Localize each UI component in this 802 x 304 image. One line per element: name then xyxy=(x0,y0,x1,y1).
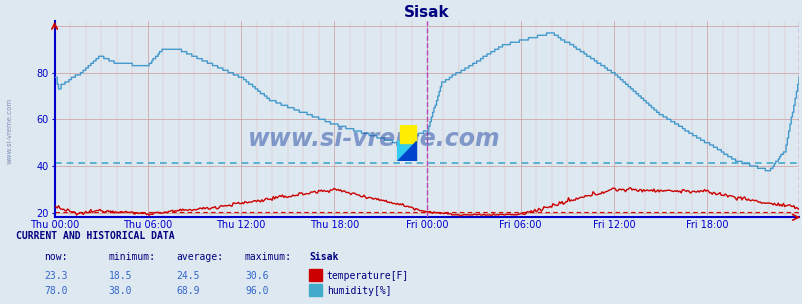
Text: 24.5: 24.5 xyxy=(176,271,200,281)
Text: now:: now: xyxy=(44,252,67,262)
Text: 78.0: 78.0 xyxy=(44,286,67,296)
Text: www.si-vreme.com: www.si-vreme.com xyxy=(6,98,13,164)
Text: minimum:: minimum: xyxy=(108,252,156,262)
Text: 38.0: 38.0 xyxy=(108,286,132,296)
Polygon shape xyxy=(397,141,415,161)
Text: 18.5: 18.5 xyxy=(108,271,132,281)
Title: Sisak: Sisak xyxy=(403,5,449,20)
Text: 30.6: 30.6 xyxy=(245,271,268,281)
Text: 23.3: 23.3 xyxy=(44,271,67,281)
Text: 68.9: 68.9 xyxy=(176,286,200,296)
Text: Sisak: Sisak xyxy=(309,252,338,262)
Text: temperature[F]: temperature[F] xyxy=(326,271,408,281)
Bar xyxy=(399,125,415,143)
Text: humidity[%]: humidity[%] xyxy=(326,286,391,296)
Text: average:: average: xyxy=(176,252,224,262)
Text: CURRENT AND HISTORICAL DATA: CURRENT AND HISTORICAL DATA xyxy=(16,231,175,241)
Text: www.si-vreme.com: www.si-vreme.com xyxy=(248,127,500,151)
Text: 96.0: 96.0 xyxy=(245,286,268,296)
Text: maximum:: maximum: xyxy=(245,252,292,262)
Polygon shape xyxy=(397,141,415,161)
